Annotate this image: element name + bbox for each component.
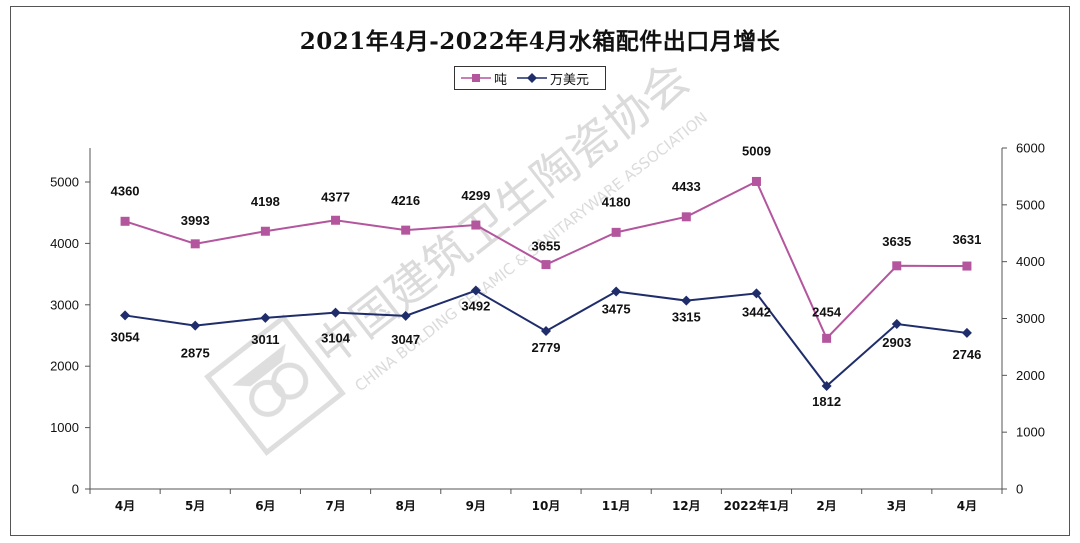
x-tick-label: 4月: [115, 499, 135, 513]
x-tick-label: 6月: [255, 499, 275, 513]
x-tick-label: 4月: [957, 499, 977, 513]
y-right-tick-label: 4000: [1016, 254, 1045, 269]
chart-frame: [10, 6, 1070, 536]
legend-marker-usd: [517, 73, 548, 83]
data-point-usd: [470, 285, 481, 296]
data-label-usd: 2746: [952, 347, 981, 362]
data-point-tons: [751, 176, 761, 186]
y-left-tick-label: 0: [72, 482, 79, 497]
legend-marker-tons: [461, 74, 491, 82]
data-label-tons: 4180: [602, 194, 631, 209]
y-left-tick-label: 2000: [50, 359, 79, 374]
data-point-usd: [961, 327, 972, 338]
data-point-usd: [190, 320, 201, 331]
x-tick-label: 3月: [887, 499, 907, 513]
data-label-usd: 3475: [602, 302, 631, 317]
data-label-usd: 1812: [812, 394, 841, 409]
data-point-usd: [541, 326, 551, 337]
data-label-tons: 3635: [882, 234, 911, 249]
data-point-usd: [891, 319, 902, 330]
data-label-usd: 3047: [391, 332, 420, 347]
data-point-usd: [120, 310, 131, 321]
chart-title: 2021年4月-2022年4月水箱配件出口月增长: [299, 28, 781, 55]
data-point-usd: [681, 295, 692, 306]
y-right-tick-label: 0: [1016, 482, 1023, 497]
data-label-tons: 4299: [461, 188, 490, 203]
data-point-tons: [822, 333, 832, 343]
data-label-usd: 3492: [461, 299, 490, 314]
legend-label-tons: 吨: [494, 72, 508, 88]
x-tick-label: 12月: [672, 499, 701, 513]
data-label-usd: 2903: [882, 335, 911, 350]
data-label-usd: 3054: [111, 329, 141, 344]
data-label-usd: 2875: [181, 346, 210, 361]
y-left-tick-label: 3000: [50, 297, 79, 312]
y-left-tick-label: 4000: [50, 236, 79, 251]
data-label-tons: 4360: [111, 183, 140, 198]
watermark-logo-ring: [271, 362, 309, 400]
data-label-tons: 4198: [251, 194, 280, 209]
data-point-tons: [120, 216, 130, 226]
data-label-usd: 3315: [672, 310, 701, 325]
data-label-tons: 3631: [952, 232, 981, 247]
watermark-logo-frame: [204, 314, 346, 456]
data-label-tons: 3993: [181, 213, 210, 228]
x-tick-label: 7月: [325, 499, 345, 513]
data-label-tons: 5009: [742, 143, 771, 158]
data-point-tons: [962, 261, 972, 271]
y-right-tick-label: 2000: [1016, 368, 1045, 383]
data-point-tons: [331, 215, 341, 225]
x-tick-label: 9月: [466, 499, 486, 513]
chart-legend: 吨 万美元: [454, 66, 606, 90]
data-point-usd: [260, 312, 271, 323]
watermark-text-zh: 中国建筑卫生陶瓷协会: [304, 51, 700, 377]
data-label-usd: 2779: [532, 340, 561, 355]
data-point-usd: [330, 307, 341, 318]
data-label-tons: 2454: [812, 304, 842, 319]
y-right-tick-label: 6000: [1016, 141, 1045, 156]
y-left-tick-label: 5000: [50, 175, 79, 190]
series-usd: 3054 2875 3011 3104 3047 3492 2779 3475 3315 3442…: [111, 285, 981, 409]
data-point-tons: [260, 226, 270, 236]
data-point-tons: [471, 220, 481, 230]
data-point-tons: [401, 225, 411, 235]
data-point-tons: [190, 239, 200, 249]
data-point-tons: [541, 260, 551, 270]
data-label-tons: 3655: [532, 239, 561, 254]
data-point-usd: [400, 310, 411, 321]
y-right-tick-label: 5000: [1016, 197, 1045, 212]
x-tick-label: 2022年1月: [724, 498, 790, 513]
data-label-usd: 3104: [321, 331, 351, 346]
legend-item-tons: 吨: [461, 69, 507, 88]
data-label-tons: 4433: [672, 179, 701, 194]
legend-item-usd: 万美元: [517, 69, 589, 88]
data-label-usd: 3011: [251, 332, 279, 347]
data-label-tons: 4377: [321, 189, 350, 204]
x-tick-label: 10月: [532, 499, 561, 513]
watermark-logo-ring: [249, 379, 287, 417]
data-point-tons: [611, 227, 621, 237]
x-tick-label: 2月: [816, 499, 836, 513]
watermark-logo: [204, 314, 346, 456]
data-point-usd: [611, 286, 622, 297]
x-tick-label: 11月: [602, 499, 631, 513]
watermark-logo-top: [232, 343, 286, 387]
data-point-tons: [681, 212, 691, 222]
data-point-usd: [821, 381, 832, 392]
data-label-usd: 3442: [742, 304, 771, 319]
data-point-usd: [751, 288, 762, 299]
series-tons: 4360 3993 4198 4377 4216 4299 3655 4180 4433 5009…: [111, 143, 981, 343]
legend-label-usd: 万美元: [550, 72, 590, 88]
y-right-tick-label: 3000: [1016, 311, 1045, 326]
y-left-tick-label: 1000: [50, 420, 79, 435]
data-label-tons: 4216: [391, 193, 420, 208]
x-tick-label: 8月: [396, 499, 416, 513]
y-right-tick-label: 1000: [1016, 425, 1045, 440]
data-point-tons: [892, 261, 902, 271]
x-tick-label: 5月: [185, 499, 205, 513]
